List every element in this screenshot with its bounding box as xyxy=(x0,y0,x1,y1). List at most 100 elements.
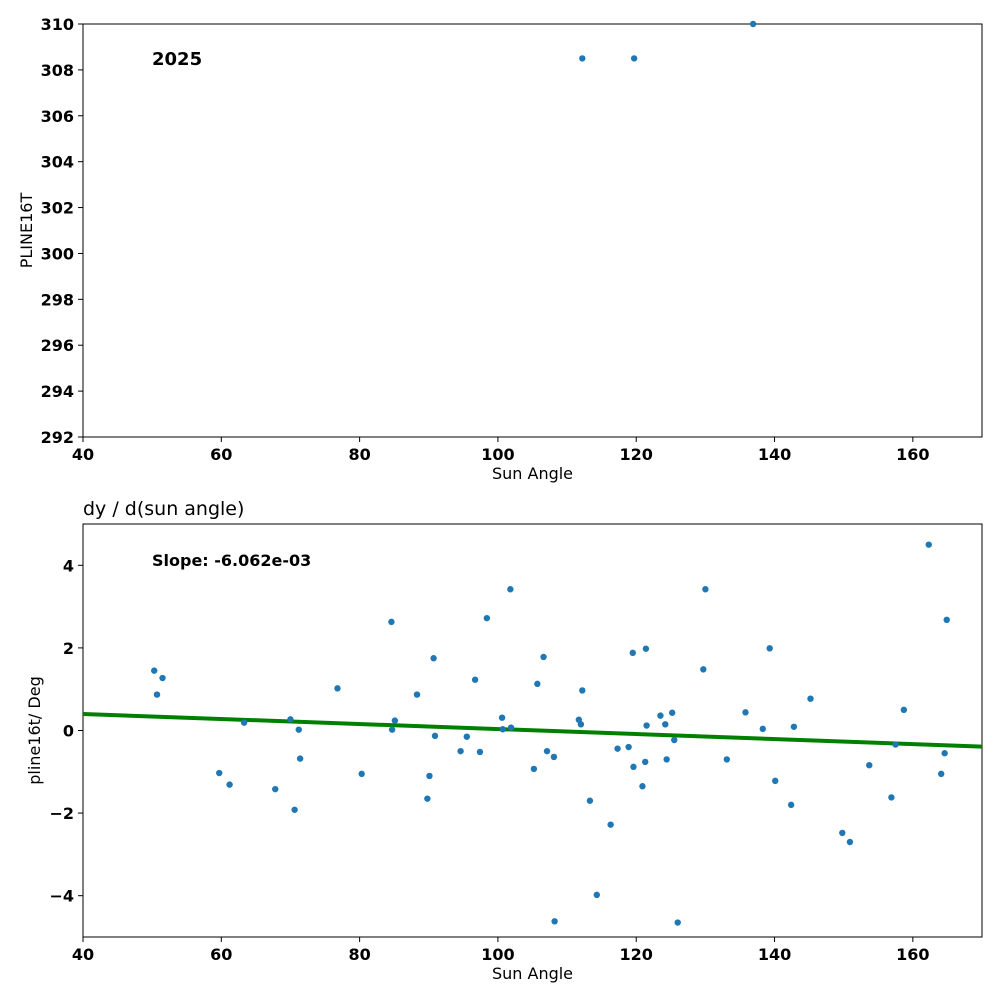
chart2-data-point xyxy=(657,712,664,719)
chart1-x-axis-label: Sun Angle xyxy=(492,464,573,483)
chart2-data-point xyxy=(287,716,294,723)
chart2-data-point xyxy=(614,745,621,752)
chart2-data-point xyxy=(457,747,464,755)
chart1-x-tick-label: 80 xyxy=(348,445,370,464)
chart2-data-point xyxy=(151,667,158,674)
chart2-data-point xyxy=(642,645,650,652)
chart1-axes-frame xyxy=(82,23,983,438)
chart2-data-point xyxy=(759,725,766,733)
chart1-y-tick-label: 308 xyxy=(41,61,74,80)
chart2-data-point xyxy=(787,801,795,809)
chart2-title: dy / d(sun angle) xyxy=(83,498,244,520)
chart2-x-tick-label: 60 xyxy=(210,945,232,964)
chart2-data-point xyxy=(642,758,649,766)
chart2-data-point xyxy=(668,709,676,716)
chart2-data-point xyxy=(530,765,538,773)
chart2-data-point xyxy=(943,616,950,624)
chart2-data-point xyxy=(900,706,908,714)
chart1-data-point xyxy=(630,55,638,62)
chart2-data-point xyxy=(226,781,233,788)
chart2-data-point xyxy=(586,797,594,804)
chart2-data-point xyxy=(937,770,945,778)
chart1-y-tick-label: 294 xyxy=(41,382,74,401)
chart2-data-point xyxy=(543,747,551,755)
chart2-data-point xyxy=(476,748,484,756)
chart2-x-axis-label: Sun Angle xyxy=(492,964,573,983)
chart2-data-point xyxy=(507,724,515,731)
chart2-annotation: Slope: -6.062e-03 xyxy=(152,551,311,570)
chart1-annotation: 2025 xyxy=(152,49,202,70)
chart2-data-point xyxy=(702,586,709,593)
chart2-data-point xyxy=(159,674,166,682)
chart2-data-point xyxy=(216,769,223,777)
chart1-y-tick-label: 310 xyxy=(41,15,74,34)
chart2-data-point xyxy=(625,743,632,751)
chart2-data-point xyxy=(388,618,395,626)
chart2-data-point xyxy=(498,714,506,721)
chart2-y-tick-label: 0 xyxy=(63,722,74,741)
chart2-data-point xyxy=(431,732,439,740)
chart2-data-point xyxy=(772,777,779,785)
chart2-data-point xyxy=(391,717,399,724)
chart2-x-tick-label: 100 xyxy=(481,945,514,964)
chart2-data-point xyxy=(272,785,279,793)
chart1-x-tick-label: 60 xyxy=(210,445,232,464)
chart2-data-point xyxy=(296,755,304,762)
chart2-data-point xyxy=(866,761,873,769)
chart2-data-point xyxy=(630,763,637,771)
chart2-data-point xyxy=(240,719,248,726)
chart2-data-point xyxy=(577,721,585,728)
chart2-y-axis-label: pline16t/ Deg xyxy=(25,676,44,784)
chart2-data-point xyxy=(723,756,731,763)
chart1-x-tick-label: 160 xyxy=(896,445,929,464)
chart2-x-tick-label: 140 xyxy=(758,945,791,964)
chart2-data-point xyxy=(643,722,650,729)
chart2-data-point xyxy=(291,806,298,813)
chart1-y-tick-label: 300 xyxy=(41,244,74,263)
chart2-data-point xyxy=(888,794,895,801)
chart2-data-point xyxy=(790,723,798,730)
chart2-data-point xyxy=(507,586,514,593)
chart2-data-point xyxy=(358,770,365,778)
chart1-x-tick-label: 40 xyxy=(72,445,94,464)
chart2-y-tick-label: 4 xyxy=(63,556,74,575)
chart2-data-point xyxy=(424,795,431,802)
chart2-data-point xyxy=(483,614,491,622)
chart2-data-point xyxy=(839,829,846,837)
chart2-data-point xyxy=(153,691,161,698)
chart2-data-point xyxy=(463,733,471,740)
chart2-data-point xyxy=(430,655,437,662)
chart2-data-point xyxy=(540,653,547,661)
chart2-data-point xyxy=(295,726,302,733)
chart2-data-point xyxy=(551,918,558,925)
chart2-data-point xyxy=(766,645,773,652)
chart2-x-tick-label: 160 xyxy=(896,945,929,964)
chart2-data-point xyxy=(639,783,646,790)
chart2-fit-line xyxy=(82,711,983,749)
chart2-data-point xyxy=(674,919,681,926)
chart2-data-point xyxy=(662,721,669,728)
chart2-data-point xyxy=(846,838,854,846)
chart2-data-point xyxy=(700,666,707,673)
chart2-data-point xyxy=(925,541,932,548)
chart1-data-point xyxy=(749,20,757,28)
chart2-data-point xyxy=(892,741,899,748)
chart2-data-point xyxy=(807,695,814,702)
chart1-y-tick-label: 298 xyxy=(41,290,74,309)
chart2-data-point xyxy=(499,726,506,733)
chart2-data-point xyxy=(742,709,749,716)
chart2-data-point xyxy=(593,891,601,899)
chart2-data-point xyxy=(550,753,558,761)
chart2-data-point xyxy=(941,750,948,757)
chart2-data-point xyxy=(388,726,396,733)
chart2-data-point xyxy=(413,691,421,698)
chart2-y-tick-label: −4 xyxy=(49,887,74,906)
chart1-y-tick-label: 304 xyxy=(41,153,74,172)
chart1-y-tick-label: 306 xyxy=(41,107,74,126)
chart1-y-tick-label: 302 xyxy=(41,199,74,218)
chart1-x-tick-label: 120 xyxy=(620,445,653,464)
chart2-data-point xyxy=(471,676,479,683)
chart2-data-point xyxy=(663,756,670,763)
chart2-data-point xyxy=(579,687,586,694)
